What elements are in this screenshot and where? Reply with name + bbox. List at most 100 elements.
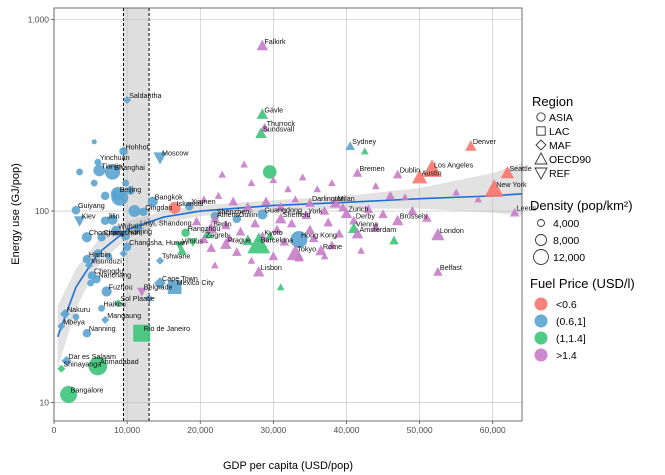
data-point (214, 191, 223, 199)
data-point (61, 355, 72, 366)
data-point (242, 234, 254, 246)
data-point (291, 195, 300, 203)
data-point (133, 223, 143, 232)
point-label: Berlin (213, 220, 231, 229)
point-label: Saldantha (129, 91, 161, 100)
data-point (147, 196, 158, 207)
point-label: Barcelona (261, 235, 293, 244)
data-point (340, 207, 353, 219)
legend-fuel-price-label: <0.6 (556, 299, 577, 311)
point-label: Belgrade (144, 282, 173, 291)
point-label: Gävle (264, 105, 283, 114)
legend-region-symbol (534, 167, 548, 180)
data-point (412, 169, 428, 184)
data-point (319, 206, 330, 215)
data-point (76, 168, 83, 176)
data-point (220, 238, 232, 249)
data-point (82, 254, 92, 264)
data-point (422, 212, 432, 222)
point-label: Mbeya (63, 317, 85, 326)
point-label: Dublin (400, 166, 420, 175)
data-point (334, 228, 344, 238)
legend-region-symbol (535, 139, 547, 151)
point-label: Xiamen (191, 197, 215, 206)
x-axis-title: GDP per capita (USD/pop) (223, 460, 353, 472)
point-label: Austin (422, 168, 442, 177)
data-point (101, 286, 112, 297)
data-point (298, 173, 307, 181)
data-point (201, 227, 214, 239)
data-point (327, 240, 337, 250)
point-label: Chengdu (94, 267, 123, 276)
data-point (305, 224, 315, 234)
data-point (465, 140, 477, 151)
point-label: Athens (217, 210, 240, 219)
data-point (206, 243, 216, 252)
data-point (351, 227, 364, 239)
point-label: Haikou (104, 299, 126, 308)
x-tick-label: 0 (52, 425, 57, 435)
legend-region-symbol (534, 152, 548, 165)
data-point (73, 216, 86, 227)
data-point (329, 197, 342, 208)
data-point (107, 214, 118, 225)
point-label: Hangzhou (188, 224, 221, 233)
y-tick-label: 100 (35, 206, 49, 216)
data-point (276, 283, 285, 291)
legend-region-label: MAF (549, 140, 571, 152)
point-label: Hohhot (125, 142, 148, 151)
point-label: Prague (228, 235, 251, 244)
data-point (308, 233, 319, 243)
y-tick-label: 1,000 (28, 15, 50, 25)
point-label: Qingdao (145, 203, 172, 212)
point-label: Iskandar (177, 199, 205, 208)
data-point (284, 185, 292, 193)
data-point (100, 216, 110, 225)
data-point (247, 256, 256, 264)
data-point (97, 232, 106, 242)
data-point (57, 322, 66, 331)
data-point (59, 308, 70, 319)
data-point (274, 212, 287, 224)
data-point (253, 266, 265, 277)
data-point (255, 127, 267, 139)
point-label: Msunduzi (91, 256, 122, 265)
data-point (133, 324, 151, 342)
legend-fuel-price-label: (1,1.4] (556, 333, 586, 345)
point-label: Sundsvall (263, 125, 295, 134)
data-point (345, 141, 355, 150)
data-point (92, 275, 101, 284)
point-label: Denver (473, 137, 497, 146)
data-point (357, 246, 365, 254)
data-point (433, 267, 443, 276)
legend-density-title: Density (pop/km²) (530, 198, 633, 213)
point-label: Nakuru (67, 305, 90, 314)
point-label: Vienna (356, 220, 378, 229)
data-point (371, 182, 380, 190)
data-point (105, 252, 113, 260)
point-label: Lisbon (261, 263, 282, 272)
point-label: Falkirk (264, 37, 286, 46)
legend-layer: Region Density (pop/km²) Fuel Price (USD… (530, 94, 635, 362)
data-point (401, 193, 409, 201)
legend-region-title: Region (532, 94, 573, 109)
point-label: Dar es Salaam (68, 352, 116, 361)
data-point (474, 195, 482, 203)
data-point (122, 242, 132, 252)
point-label: Changsha, Hunan (129, 238, 187, 247)
data-point (378, 209, 388, 219)
data-point (119, 147, 128, 156)
point-label: Chongqing (89, 228, 124, 237)
data-point (275, 201, 286, 211)
data-point (128, 205, 141, 217)
data-point (72, 313, 80, 321)
data-point (391, 214, 404, 226)
data-point (101, 315, 110, 324)
data-point (360, 147, 369, 155)
data-point (126, 186, 136, 195)
data-point (91, 139, 97, 145)
point-label: Leeds (517, 204, 537, 213)
data-point (452, 188, 460, 196)
point-label: Mexico City (177, 278, 215, 287)
data-point (422, 159, 442, 177)
